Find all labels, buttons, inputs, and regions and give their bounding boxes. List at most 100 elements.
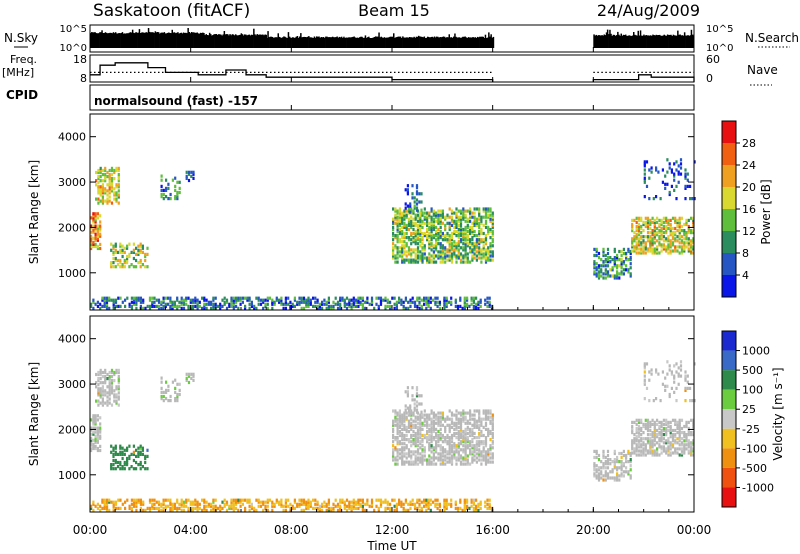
velocity-cell <box>412 460 415 464</box>
power-cell <box>453 211 456 215</box>
velocity-cell <box>613 460 616 464</box>
power-cell <box>137 252 140 256</box>
velocity-cell <box>185 378 188 382</box>
power-cell <box>121 244 124 248</box>
velocity-cell <box>398 442 401 446</box>
noise-bar <box>606 29 609 48</box>
velocity-cell <box>178 502 181 506</box>
power-cell <box>207 300 210 304</box>
power-cell <box>423 215 426 219</box>
velocity-cell <box>379 504 383 508</box>
velocity-cell <box>411 498 414 502</box>
power-cell <box>489 217 492 221</box>
power-cell <box>487 227 490 232</box>
velocity-cell <box>649 428 652 433</box>
velocity-cell <box>232 508 235 512</box>
velocity-cell <box>398 431 401 436</box>
power-cell <box>112 300 115 304</box>
velocity-cell <box>401 423 404 427</box>
power-cell <box>689 184 692 188</box>
velocity-cell <box>640 439 643 443</box>
power-cell <box>435 248 438 252</box>
power-cell <box>116 263 120 267</box>
power-cell <box>484 240 488 244</box>
velocity-cell <box>298 502 301 506</box>
power-cell <box>597 272 601 276</box>
velocity-cell <box>627 470 630 474</box>
noise-bar <box>124 33 126 48</box>
velocity-cell <box>432 415 435 419</box>
power-cell <box>123 265 126 269</box>
velocity-cell <box>414 460 417 464</box>
power-cell <box>130 306 133 310</box>
power-cell <box>264 304 267 308</box>
velocity-colorbar-swatch <box>722 389 736 410</box>
noise-bar <box>328 37 330 48</box>
power-cell <box>444 238 447 242</box>
noise-bar <box>665 35 668 48</box>
velocity-cell <box>491 425 494 429</box>
velocity-cell <box>312 498 315 502</box>
power-cell <box>444 234 447 238</box>
power-cell <box>108 298 111 302</box>
noise-bar <box>610 33 612 48</box>
power-cell <box>670 168 673 172</box>
velocity-cell <box>173 506 176 510</box>
velocity-cell <box>484 415 488 419</box>
power-cell <box>432 221 435 225</box>
velocity-cell <box>392 450 395 454</box>
power-cell <box>101 183 104 187</box>
noise-bar <box>181 33 184 48</box>
power-cell <box>101 197 104 201</box>
velocity-cell <box>414 450 417 454</box>
velocity-cell <box>403 433 406 438</box>
noise-bar <box>686 35 688 48</box>
noise-right-tick-top: 10^5 <box>706 24 733 35</box>
power-cell <box>430 207 433 211</box>
velocity-cell <box>473 419 476 423</box>
power-cell <box>212 296 215 300</box>
power-cell <box>491 231 494 236</box>
power-cell <box>643 180 646 184</box>
velocity-cell <box>645 386 649 390</box>
velocity-cell <box>480 421 483 425</box>
power-cell <box>669 226 672 231</box>
velocity-cell <box>318 504 321 508</box>
power-cell <box>644 245 647 249</box>
velocity-cell <box>620 460 623 464</box>
power-cell <box>472 306 475 310</box>
velocity-cell <box>462 415 465 419</box>
noise-sky-label: N.Sky <box>4 31 38 45</box>
velocity-cell <box>674 451 677 455</box>
power-cell <box>332 306 335 310</box>
power-cell <box>96 246 99 251</box>
cpid-program: normalsound (fast) -157 <box>94 94 258 108</box>
power-cell <box>475 244 478 248</box>
velocity-cell <box>359 504 362 508</box>
power-cell <box>394 221 397 225</box>
power-cell <box>593 264 596 268</box>
velocity-cell <box>432 454 435 458</box>
power-cell <box>219 306 222 310</box>
noise-bar <box>254 34 256 48</box>
power-cell <box>94 302 97 306</box>
velocity-cell <box>401 452 404 456</box>
velocity-cell <box>392 454 395 458</box>
velocity-cell <box>491 460 494 464</box>
velocity-cell <box>266 500 269 504</box>
velocity-cell <box>444 450 447 454</box>
velocity-cell <box>407 450 411 454</box>
velocity-cell <box>416 421 420 425</box>
power-cell <box>480 250 483 254</box>
power-cell <box>97 187 100 191</box>
velocity-cell <box>394 448 397 452</box>
power-cell <box>484 260 488 264</box>
power-cell <box>649 237 652 241</box>
power-cell <box>671 233 675 237</box>
velocity-cell <box>355 502 358 506</box>
power-cell <box>448 240 451 244</box>
power-cell <box>669 249 672 253</box>
power-cell <box>130 300 133 304</box>
velocity-colorbar-tick-label: 500 <box>742 364 763 377</box>
